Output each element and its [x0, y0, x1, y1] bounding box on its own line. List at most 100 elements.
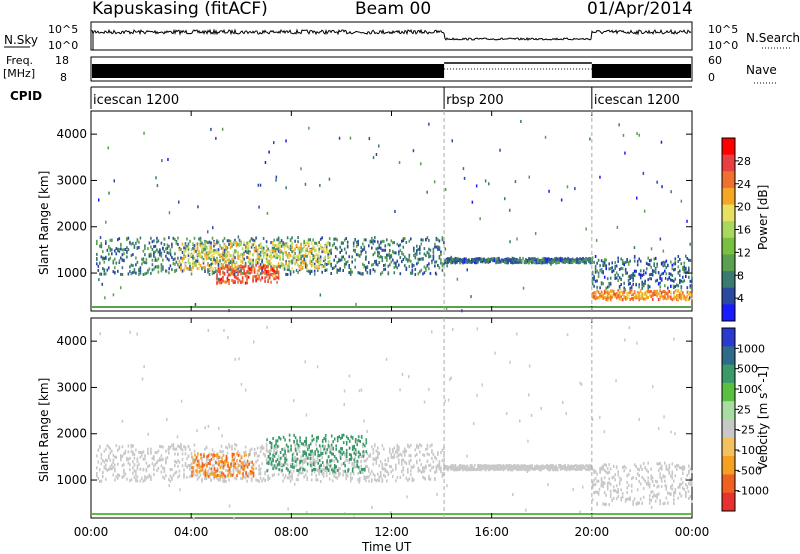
data-cell — [204, 477, 206, 481]
data-cell — [273, 243, 275, 247]
data-cell — [459, 257, 461, 261]
data-cell — [374, 260, 376, 264]
data-cell — [234, 447, 236, 451]
data-cell — [240, 465, 243, 469]
data-cell — [340, 463, 343, 467]
data-cell — [111, 467, 113, 471]
data-speck — [168, 267, 170, 271]
data-cell — [359, 470, 361, 474]
data-cell — [105, 272, 107, 276]
data-cell — [654, 293, 657, 297]
data-cell — [313, 272, 316, 276]
data-cell — [664, 461, 666, 465]
data-cell — [232, 251, 235, 255]
data-cell — [330, 248, 332, 252]
data-cell — [550, 259, 553, 263]
data-speck — [105, 220, 107, 224]
data-cell — [410, 469, 412, 473]
data-cell — [597, 296, 600, 300]
data-cell — [295, 255, 298, 259]
data-cell — [204, 255, 206, 259]
data-cell — [558, 257, 560, 261]
data-cell — [656, 480, 658, 484]
data-cell — [685, 490, 687, 494]
data-cell — [193, 244, 196, 248]
data-cell — [256, 261, 259, 265]
data-cell — [665, 464, 668, 468]
data-cell — [273, 249, 275, 253]
data-cell — [195, 262, 197, 266]
data-cell — [609, 282, 612, 286]
data-cell — [599, 471, 601, 474]
data-cell — [348, 264, 350, 267]
data-cell — [246, 474, 249, 478]
data-speck — [328, 440, 330, 444]
data-cell — [312, 455, 314, 459]
data-cell — [279, 254, 281, 258]
data-cell — [480, 258, 482, 262]
data-cell — [502, 463, 505, 467]
data-cell — [668, 290, 671, 293]
data-cell — [267, 478, 269, 482]
data-cell — [168, 271, 170, 275]
data-cell — [679, 466, 681, 470]
data-cell — [328, 255, 331, 259]
data-cell — [510, 465, 512, 469]
data-cell — [292, 249, 295, 253]
data-cell — [266, 469, 268, 473]
data-cell — [410, 237, 412, 241]
data-cell — [234, 269, 236, 273]
data-cell — [294, 252, 296, 255]
data-speck — [574, 187, 576, 191]
data-cell — [305, 439, 307, 443]
data-cell — [198, 475, 200, 479]
data-cell — [416, 249, 418, 253]
data-cell — [345, 477, 347, 481]
data-cell — [600, 259, 603, 263]
data-cell — [142, 468, 145, 472]
data-cell — [117, 462, 119, 466]
data-cell — [243, 271, 245, 275]
data-cell — [422, 238, 424, 242]
data-speck — [522, 286, 525, 290]
data-cell — [217, 240, 220, 244]
data-cell — [571, 465, 574, 469]
data-cell — [623, 286, 625, 290]
data-cell — [201, 468, 204, 472]
data-cell — [392, 448, 394, 452]
data-cell — [413, 264, 415, 267]
data-cell — [231, 458, 234, 462]
data-cell — [460, 464, 463, 468]
data-cell — [346, 260, 349, 264]
data-speck — [624, 288, 626, 292]
data-cell — [328, 242, 331, 245]
data-cell — [422, 475, 424, 479]
data-cell — [399, 272, 402, 276]
data-cell — [387, 473, 390, 476]
data-cell — [189, 265, 191, 268]
data-cell — [364, 468, 366, 472]
data-cell — [668, 295, 671, 299]
data-cell — [187, 242, 190, 246]
data-cell — [680, 477, 683, 481]
data-cell — [220, 246, 223, 250]
data-cell — [297, 236, 299, 239]
data-cell — [194, 453, 196, 457]
data-cell — [453, 258, 455, 261]
data-cell — [510, 258, 512, 262]
data-cell — [183, 468, 185, 472]
data-cell — [360, 246, 362, 249]
data-cell — [223, 248, 226, 252]
data-cell — [654, 289, 657, 293]
data-cell — [404, 453, 406, 457]
data-cell — [271, 246, 274, 250]
data-cell — [195, 249, 197, 253]
data-speck — [107, 146, 109, 150]
data-cell — [386, 238, 388, 242]
data-cell — [630, 291, 633, 295]
data-cell — [297, 457, 299, 461]
data-cell — [642, 495, 645, 499]
data-cell — [459, 468, 461, 472]
data-cell — [558, 261, 560, 264]
data-cell — [456, 260, 458, 264]
